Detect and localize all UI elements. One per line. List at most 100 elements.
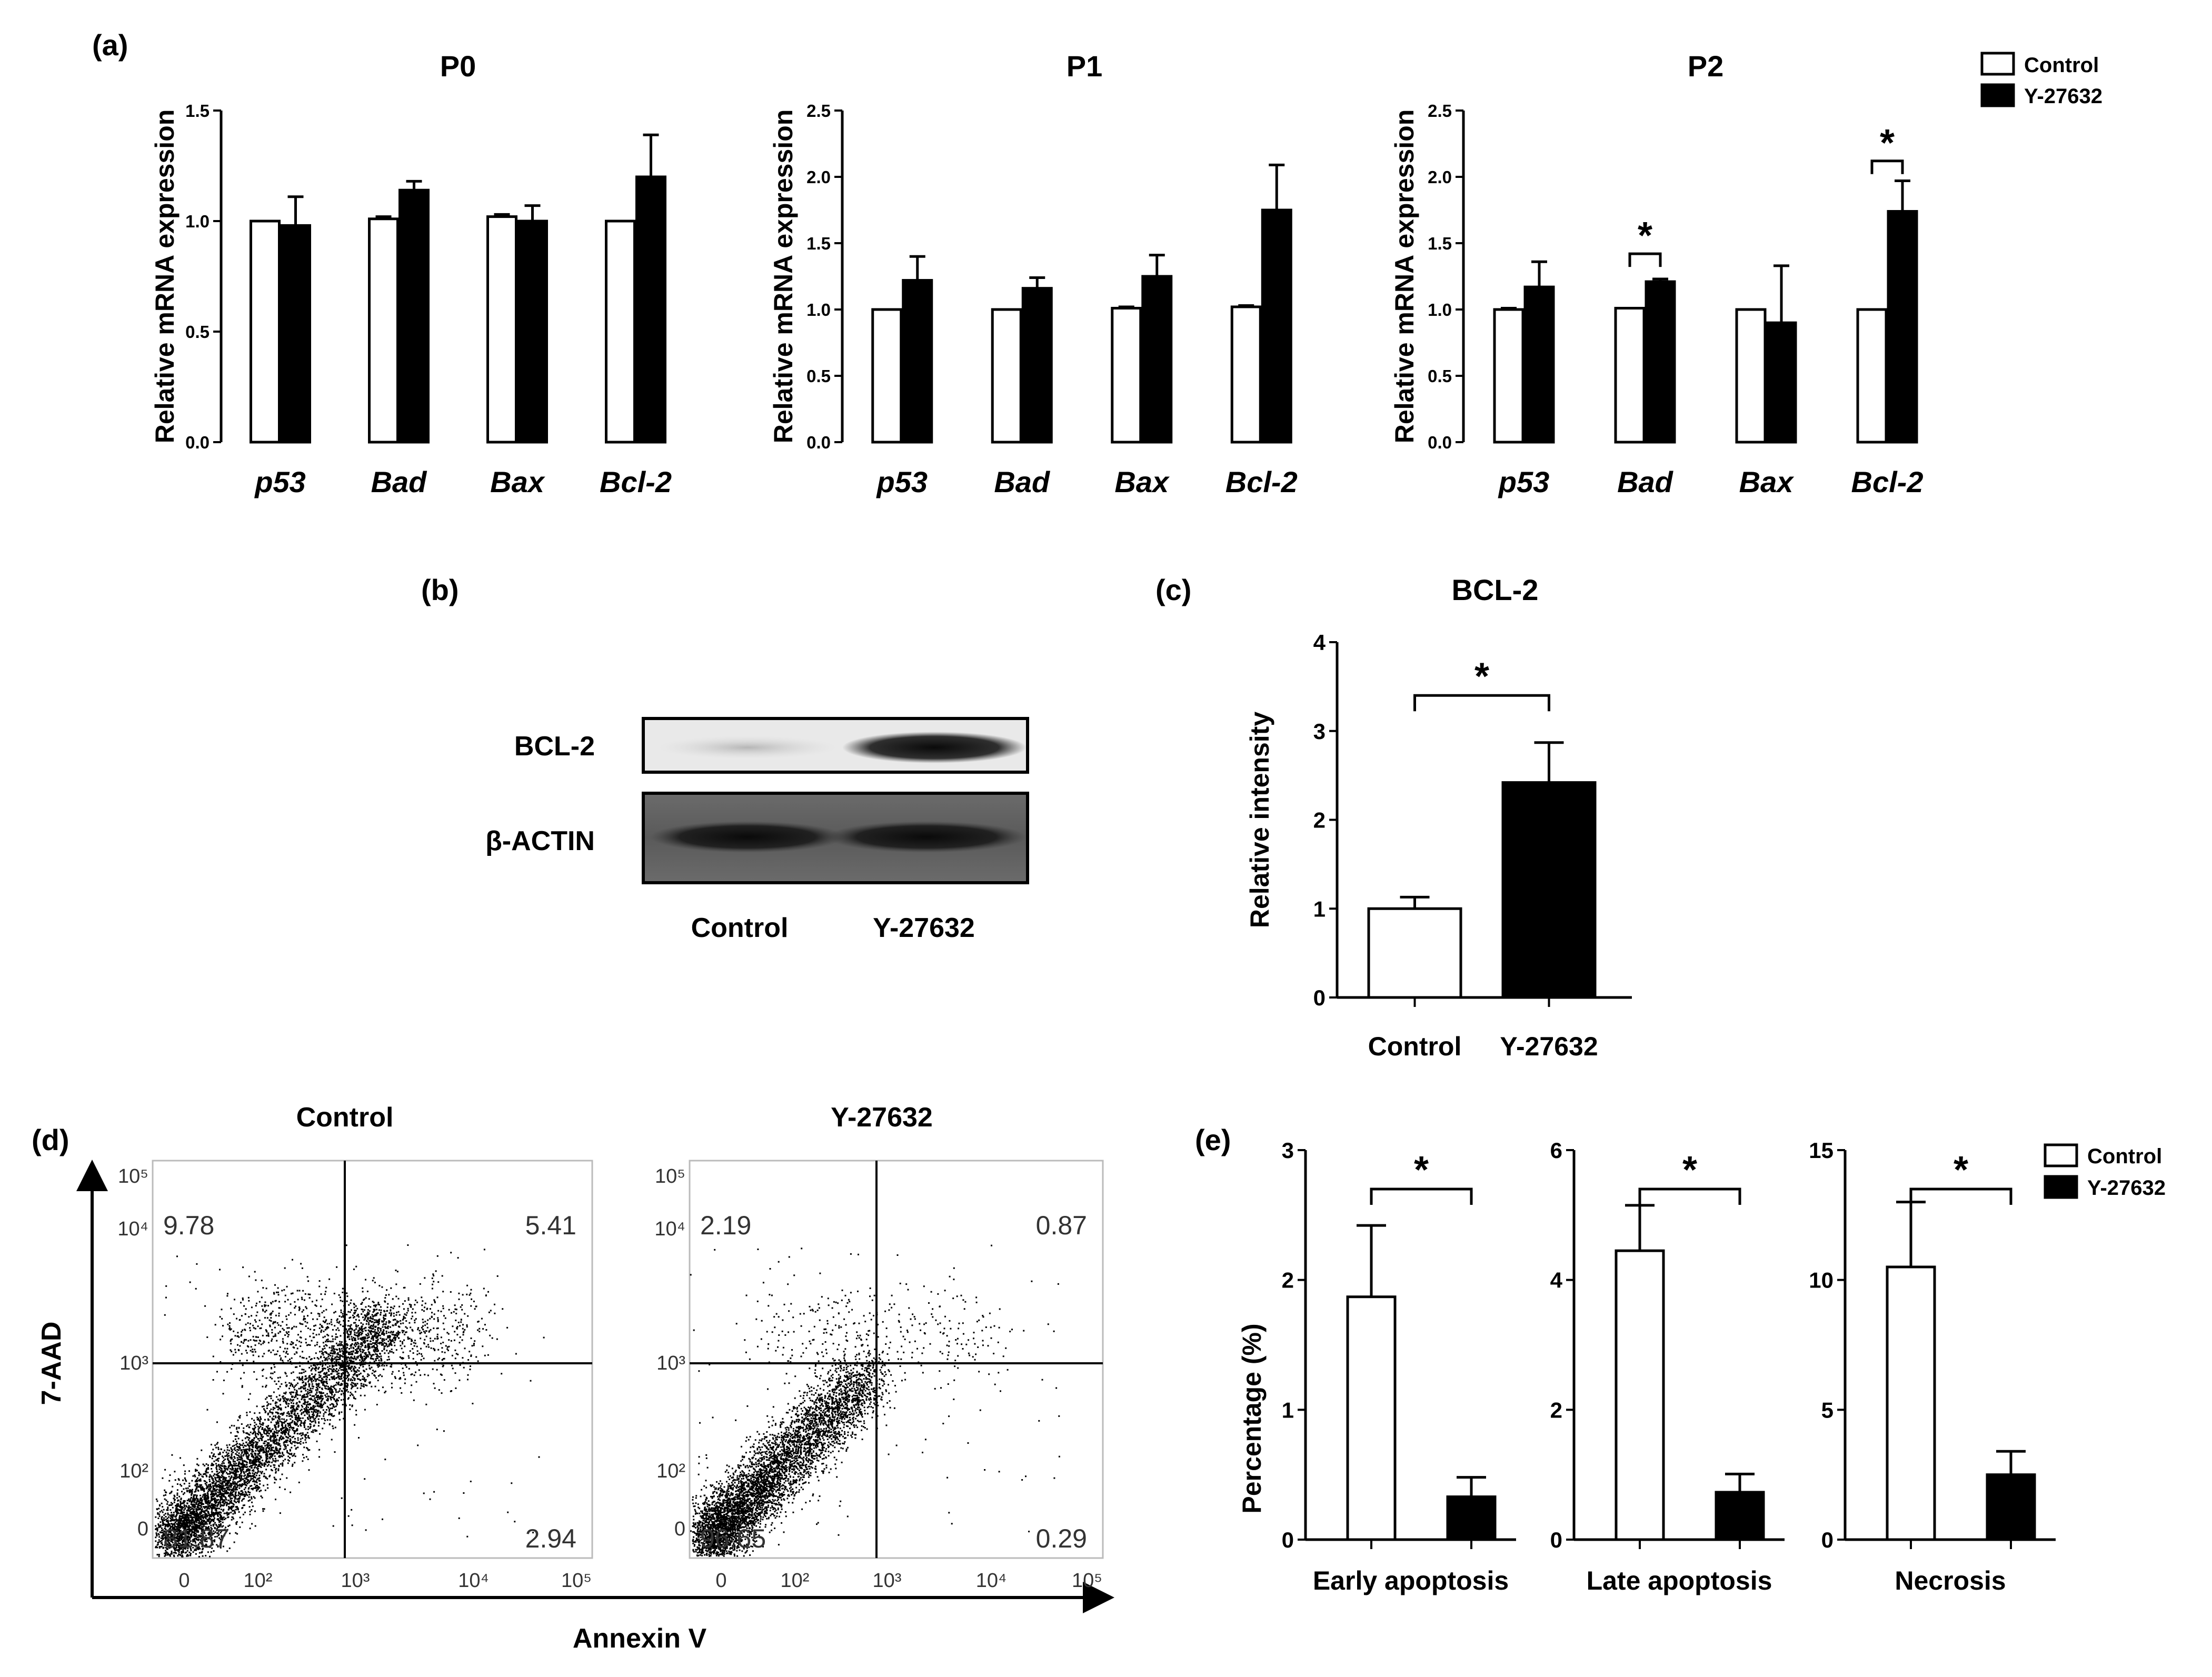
blot-lane-label-treated: Y-27632 bbox=[873, 913, 975, 943]
y-tick-label: 0.0 bbox=[806, 433, 831, 452]
y-tick-label: 1.0 bbox=[185, 212, 210, 231]
bar-control bbox=[250, 219, 281, 444]
quadrant-lower-right-pct: 2.94 bbox=[525, 1524, 576, 1553]
blot-band-actin-control bbox=[650, 821, 845, 853]
bar-control bbox=[1346, 1295, 1397, 1541]
flow-y-tick-label: 10³ bbox=[119, 1352, 148, 1374]
y-axis-label: Relative intensity bbox=[1245, 712, 1274, 928]
flow-y-tick-label: 10⁴ bbox=[654, 1218, 685, 1240]
flow-events-dots bbox=[690, 1244, 1060, 1557]
quadrant-lower-left-pct: 96.65 bbox=[700, 1524, 766, 1553]
western-blot: BCL-2 β-ACTIN Control Y-27632 bbox=[485, 717, 1029, 943]
chart-late-apoptosis: 0 2 4 6 Late apoptosis * bbox=[1550, 1138, 1785, 1595]
flow-x-tick-label: 10³ bbox=[341, 1570, 370, 1592]
chart-early-apoptosis: 0 1 2 3 Early apoptosis * bbox=[1282, 1138, 1516, 1595]
flow-plot-title: Control bbox=[296, 1102, 394, 1133]
panel-e-ylabel: Percentage (%) bbox=[1237, 1323, 1267, 1513]
panel-label-c: (c) bbox=[1155, 573, 1191, 606]
significance-star: * bbox=[1682, 1149, 1697, 1191]
y-tick-label: 1 bbox=[1313, 896, 1326, 921]
significance-bracket bbox=[1413, 694, 1550, 712]
legend-swatch-treated bbox=[1980, 83, 2015, 107]
blot-band-actin-treated bbox=[826, 821, 1027, 853]
y-tick-label: 0.5 bbox=[185, 322, 210, 342]
bar-treated bbox=[1261, 208, 1292, 444]
flow-x-tick-label: 10³ bbox=[873, 1570, 902, 1592]
y-tick-label: 2.5 bbox=[806, 101, 831, 121]
y-tick-label: 2 bbox=[1550, 1398, 1562, 1422]
flow-y-tick-label: 10³ bbox=[656, 1352, 685, 1374]
y-tick-label: 15 bbox=[1809, 1138, 1834, 1163]
y-tick-label: 0 bbox=[1821, 1528, 1834, 1552]
y-tick-label: 6 bbox=[1550, 1138, 1562, 1163]
bar-treated bbox=[280, 224, 311, 444]
significance-star: * bbox=[1474, 655, 1489, 697]
x-category-label: Bcl-2 bbox=[600, 465, 672, 498]
significance-star: * bbox=[1414, 1149, 1429, 1191]
panel-label-b: (b) bbox=[421, 573, 459, 606]
bar-control bbox=[1367, 907, 1462, 999]
blot-lane-label-control: Control bbox=[691, 913, 789, 943]
bar-control bbox=[1615, 1249, 1665, 1541]
flow-x-tick-label: 10⁵ bbox=[561, 1570, 592, 1592]
significance-star: * bbox=[1638, 215, 1652, 257]
x-category-label: p53 bbox=[876, 465, 928, 498]
chart-title: P2 bbox=[1688, 49, 1724, 83]
flow-y-tick-label: 0 bbox=[674, 1518, 685, 1540]
bar-control bbox=[991, 308, 1022, 444]
significance-bracket bbox=[1370, 1187, 1473, 1205]
bar-treated bbox=[1766, 321, 1797, 444]
y-tick-label: 1.5 bbox=[1428, 234, 1452, 253]
y-tick-label: 0.5 bbox=[806, 366, 831, 386]
x-category-label: Bax bbox=[1114, 465, 1170, 498]
bar-treated bbox=[1715, 1491, 1765, 1541]
quadrant-upper-left-pct: 2.19 bbox=[700, 1211, 751, 1240]
blot-row-label-bcl2: BCL-2 bbox=[514, 731, 595, 762]
bar-control bbox=[1614, 306, 1646, 444]
quadrant-upper-right-pct: 5.41 bbox=[525, 1211, 576, 1240]
y-tick-label: 4 bbox=[1550, 1268, 1563, 1293]
significance-star: * bbox=[1880, 122, 1895, 164]
flow-y-tick-label: 10⁴ bbox=[117, 1218, 148, 1240]
flow-cytometry: Annexin V 7-AAD Control 9.78 5.41 81.87 2.94… bbox=[36, 1102, 1114, 1654]
bar-treated bbox=[1887, 210, 1918, 444]
bar-treated bbox=[1021, 287, 1053, 444]
blot-band-bcl2-treated bbox=[842, 732, 1027, 763]
y-tick-label: 1 bbox=[1282, 1398, 1294, 1422]
y-axis-label: Relative mRNA expression bbox=[1390, 109, 1419, 444]
bar-control bbox=[1230, 305, 1262, 444]
x-category-label: p53 bbox=[254, 465, 306, 498]
bar-treated bbox=[1645, 280, 1676, 444]
x-category-label: Bcl-2 bbox=[1851, 465, 1924, 498]
legend-e-swatch-treated bbox=[2044, 1175, 2078, 1199]
bar-treated bbox=[1501, 781, 1597, 999]
panel-label-d: (d) bbox=[32, 1123, 69, 1156]
bar-treated bbox=[398, 188, 430, 444]
chart-bcl2-intensity: BCL-2 Relative intensity 0 1 2 3 4 Control Y-276… bbox=[1245, 573, 1632, 1061]
bar-treated bbox=[635, 175, 666, 444]
y-tick-label: 1.0 bbox=[1428, 300, 1452, 320]
flow-x-tick-label: 10² bbox=[244, 1570, 273, 1592]
bar-control bbox=[1856, 308, 1888, 444]
y-tick-label: 4 bbox=[1313, 630, 1326, 655]
y-tick-label: 2 bbox=[1282, 1268, 1294, 1293]
legend-label-control: Control bbox=[2024, 54, 2099, 77]
flow-plot-treated: Y-27632 2.19 0.87 96.65 0.29 0 10² 10³ 10⁴ 10⁵ 0 10… bbox=[654, 1102, 1104, 1592]
flow-plot-frame bbox=[689, 1160, 1104, 1559]
significance-bracket bbox=[1870, 159, 1904, 174]
y-tick-label: 1.0 bbox=[806, 300, 831, 320]
legend-e-label-treated: Y-27632 bbox=[2087, 1176, 2166, 1200]
x-category-label: Bad bbox=[994, 465, 1051, 498]
x-category-label: p53 bbox=[1498, 465, 1550, 498]
y-tick-label: 3 bbox=[1282, 1138, 1294, 1163]
flow-x-tick-label: 0 bbox=[715, 1570, 726, 1592]
bar-treated bbox=[1523, 285, 1555, 444]
bar-control bbox=[486, 215, 517, 444]
flow-x-tick-label: 0 bbox=[178, 1570, 190, 1592]
x-axis-label: Necrosis bbox=[1895, 1566, 2006, 1595]
bar-control bbox=[368, 217, 399, 444]
flow-y-tick-label: 10⁵ bbox=[655, 1165, 685, 1187]
y-tick-label: 2.0 bbox=[806, 167, 831, 187]
chart-p2: P2 Relative mRNA expression 0.0 0.5 1.0 1.5 2.… bbox=[1390, 49, 1923, 498]
bar-control bbox=[1735, 308, 1767, 444]
